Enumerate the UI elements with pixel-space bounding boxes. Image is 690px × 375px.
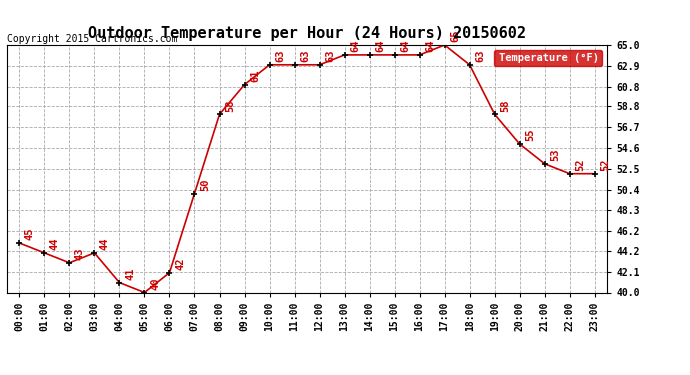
Text: 63: 63	[325, 50, 335, 62]
Legend: Temperature (°F): Temperature (°F)	[493, 50, 602, 66]
Text: 63: 63	[300, 50, 310, 62]
Text: 58: 58	[500, 99, 510, 111]
Text: 41: 41	[125, 267, 135, 280]
Text: 61: 61	[250, 69, 260, 82]
Text: 52: 52	[575, 158, 585, 171]
Text: 63: 63	[475, 50, 485, 62]
Text: 58: 58	[225, 99, 235, 111]
Text: 55: 55	[525, 129, 535, 141]
Text: 64: 64	[375, 40, 385, 52]
Text: 64: 64	[425, 40, 435, 52]
Text: 44: 44	[100, 238, 110, 250]
Text: 52: 52	[600, 158, 610, 171]
Text: 40: 40	[150, 277, 160, 290]
Text: 53: 53	[550, 148, 560, 161]
Text: 64: 64	[400, 40, 410, 52]
Text: 44: 44	[50, 238, 60, 250]
Text: 50: 50	[200, 178, 210, 191]
Text: 65: 65	[450, 30, 460, 42]
Text: 63: 63	[275, 50, 285, 62]
Text: 43: 43	[75, 248, 85, 260]
Text: 42: 42	[175, 257, 185, 270]
Text: Copyright 2015 Cartronics.com: Copyright 2015 Cartronics.com	[7, 34, 177, 44]
Text: 45: 45	[25, 228, 35, 240]
Title: Outdoor Temperature per Hour (24 Hours) 20150602: Outdoor Temperature per Hour (24 Hours) …	[88, 26, 526, 41]
Text: 64: 64	[350, 40, 360, 52]
